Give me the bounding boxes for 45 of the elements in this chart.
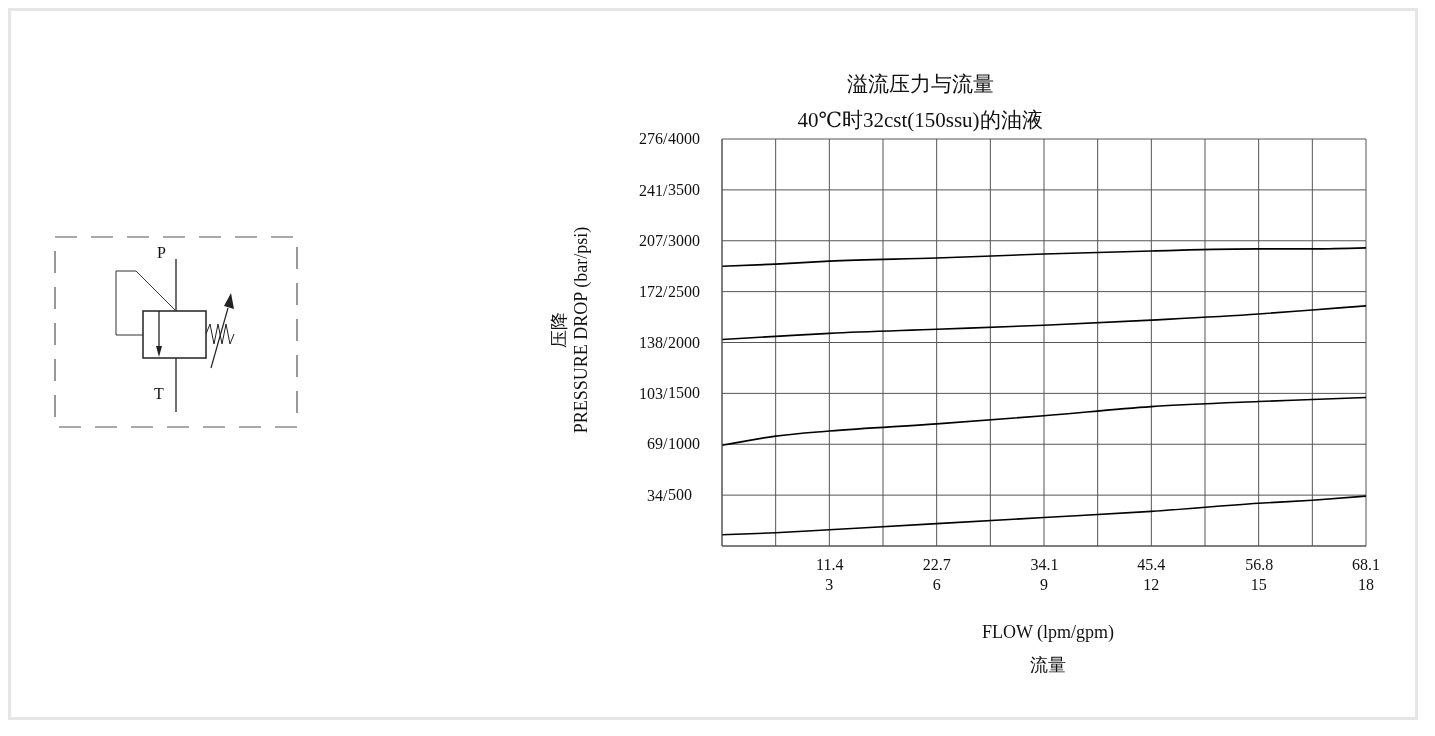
x-tick-label: 18	[1358, 576, 1374, 593]
line-series	[722, 495, 1366, 536]
x-tick-label: 6	[932, 576, 941, 593]
text: /	[663, 181, 668, 199]
x2-tick-label: 22.7	[922, 556, 951, 573]
x2-tick-label: 34.1	[1030, 556, 1059, 573]
relief-valve-symbol: P T	[54, 236, 300, 430]
y2-tick-label: 276	[639, 130, 663, 147]
y-tick-label: 500	[668, 486, 692, 504]
y-tick-label: 4000	[668, 130, 700, 147]
line-series	[722, 396, 1366, 447]
line-series	[722, 305, 1366, 341]
line-series	[722, 247, 1366, 267]
y-tick-label: 2000	[668, 333, 700, 351]
y-tick-label: 1000	[668, 435, 700, 453]
y2-tick-label: 241	[639, 181, 663, 199]
y-tick-label: 3500	[668, 180, 700, 198]
y2-tick-label: 138	[639, 333, 663, 351]
text: /	[663, 231, 668, 249]
y-tick-label: 1500	[668, 384, 700, 402]
y2-tick-label: 69	[647, 435, 663, 453]
text: /	[663, 333, 668, 351]
y2-axis-title: 压降 PRESSURE DROP (bar/psi)	[548, 225, 592, 436]
x-tick-label: 12	[1143, 576, 1160, 593]
x-tick-label: 9	[1040, 576, 1048, 593]
y2-tick-label: 172	[639, 283, 663, 301]
x-axis-title: FLOW (lpm/gpm) 流量	[980, 621, 1116, 677]
text: /	[663, 130, 668, 147]
x-tick-label: 15	[1250, 576, 1267, 593]
x2-tick-label: 56.8	[1245, 556, 1274, 573]
y-tick-label: 3000	[668, 231, 700, 249]
x2-tick-label: 45.4	[1137, 556, 1166, 573]
x-tick-label: 3	[825, 576, 834, 593]
y2-tick-label: 34	[647, 486, 663, 504]
text: /	[663, 435, 668, 453]
y-tick-label: 2500	[668, 282, 700, 300]
text: /	[663, 486, 668, 504]
chart-subtitle: 40℃时32cst(150ssu)的油液	[796, 107, 1044, 134]
text: /	[663, 283, 668, 301]
x2-tick-label: 68.1	[1352, 556, 1380, 573]
text: /	[663, 385, 668, 403]
chart-title: 溢流压力与流量	[845, 71, 995, 98]
x2-tick-label: 11.4	[816, 556, 844, 573]
y2-tick-label: 207	[639, 231, 663, 249]
y2-tick-label: 103	[639, 385, 663, 403]
